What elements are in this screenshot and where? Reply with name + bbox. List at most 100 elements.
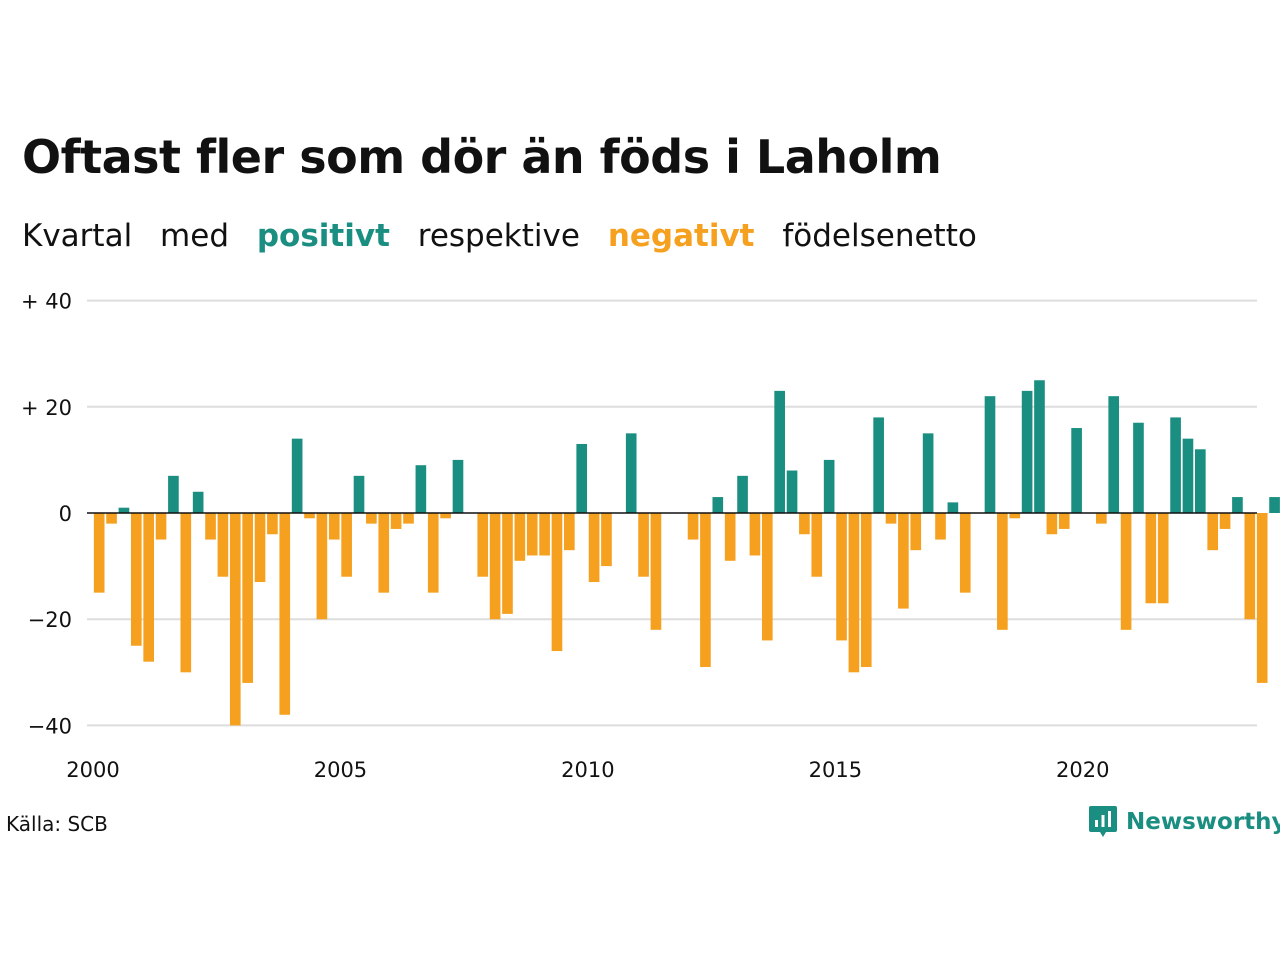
bar-2023-q1 xyxy=(1232,497,1243,513)
x-tick-label: 2015 xyxy=(809,758,862,782)
bar-2013-q3 xyxy=(761,513,773,641)
subtitle-positive-label: positivt xyxy=(256,218,390,254)
bar-2009-q3 xyxy=(564,513,575,551)
bar-2022-q4 xyxy=(1219,513,1231,529)
x-tick-label: 2005 xyxy=(314,758,367,782)
bar-2002-q3 xyxy=(217,513,229,577)
subtitle-word-respektive: respektive xyxy=(417,218,580,254)
y-tick-label: −40 xyxy=(28,714,72,738)
bar-2008-q3 xyxy=(514,513,526,561)
x-tick-label: 2020 xyxy=(1056,758,1109,782)
bar-chart: + 40 + 20 0 −20 −40 2000 2005 2010 2015 2020 xyxy=(21,290,1280,782)
bar-2008-q2 xyxy=(502,513,513,614)
bar-2005-q1 xyxy=(341,513,352,577)
bar-2022-q3 xyxy=(1207,513,1219,551)
bar-2015-q1 xyxy=(836,513,847,641)
bar-2000-q3 xyxy=(118,507,130,513)
bar-2020-q2 xyxy=(1096,513,1107,524)
bar-2002-q1 xyxy=(192,491,204,513)
bar-2001-q2 xyxy=(155,513,167,540)
bar-2013-q2 xyxy=(749,513,761,556)
bar-2017-q2 xyxy=(947,502,959,513)
bar-2006-q1 xyxy=(390,513,402,529)
bar-2006-q3 xyxy=(415,465,427,513)
bar-2004-q2 xyxy=(304,513,315,519)
chart-title: Oftast fler som dör än föds i Laholm xyxy=(22,130,942,184)
bar-2013-q4 xyxy=(774,390,785,513)
bar-2015-q3 xyxy=(860,513,872,667)
bar-2022-q2 xyxy=(1195,449,1206,513)
bar-2010-q2 xyxy=(601,513,612,567)
bar-2009-q1 xyxy=(539,513,550,556)
bar-2016-q4 xyxy=(922,433,934,513)
bar-2015-q4 xyxy=(873,417,884,513)
brand-logo: Newsworthy xyxy=(1088,804,1280,840)
bar-2016-q3 xyxy=(910,513,922,551)
x-tick-label: 2000 xyxy=(66,758,119,782)
bar-2012-q3 xyxy=(712,497,724,513)
bar-2013-q1 xyxy=(737,475,748,513)
bar-2008-q4 xyxy=(526,513,538,556)
axes: + 40 + 20 0 −20 −40 2000 2005 2010 2015 2020 xyxy=(21,290,1257,782)
brand-name: Newsworthy xyxy=(1126,809,1280,835)
bar-2018-q1 xyxy=(984,396,996,513)
bar-2003-q4 xyxy=(279,513,291,715)
bar-2001-q4 xyxy=(180,513,192,673)
bar-2019-q4 xyxy=(1071,428,1082,513)
y-tick-label: + 20 xyxy=(21,396,72,420)
newsworthy-logo-icon xyxy=(1089,806,1117,837)
y-tick-label: + 40 xyxy=(21,290,72,314)
subtitle-word-med: med xyxy=(160,218,229,254)
bar-2004-q4 xyxy=(328,513,340,540)
bar-2021-q2 xyxy=(1145,513,1157,604)
bar-2012-q1 xyxy=(687,513,699,540)
bar-2012-q4 xyxy=(724,513,736,561)
bar-2018-q2 xyxy=(997,513,1008,630)
bar-2015-q2 xyxy=(848,513,860,673)
bar-2021-q4 xyxy=(1170,417,1181,513)
bar-2004-q3 xyxy=(316,513,328,620)
y-tick-label: −20 xyxy=(28,608,72,632)
bar-2001-q3 xyxy=(168,475,179,513)
source-note: Källa: SCB xyxy=(6,812,108,836)
bar-2005-q3 xyxy=(366,513,377,524)
bar-2001-q1 xyxy=(143,513,154,662)
bar-2002-q2 xyxy=(205,513,216,540)
bar-2019-q2 xyxy=(1046,513,1058,535)
bar-2000-q4 xyxy=(130,513,142,646)
bar-2006-q2 xyxy=(403,513,414,524)
bar-2006-q4 xyxy=(427,513,439,593)
bar-2016-q2 xyxy=(898,513,909,609)
bar-2023-q4 xyxy=(1269,497,1280,513)
bar-2014-q2 xyxy=(799,513,810,535)
subtitle-negative-label: negativt xyxy=(607,218,755,254)
subtitle-word-kvartal: Kvartal xyxy=(22,218,133,254)
bar-2009-q2 xyxy=(551,513,563,652)
bar-2002-q4 xyxy=(229,513,241,726)
bar-2012-q2 xyxy=(700,513,711,667)
bar-2007-q2 xyxy=(452,459,464,513)
bar-2014-q4 xyxy=(823,459,835,513)
y-tick-label: 0 xyxy=(59,502,72,526)
subtitle-word-fodelsenetto: födelsenetto xyxy=(782,218,977,254)
bar-2011-q1 xyxy=(638,513,649,577)
bar-2010-q1 xyxy=(588,513,600,583)
bar-2008-q1 xyxy=(489,513,501,620)
bar-2004-q1 xyxy=(291,438,303,513)
bar-2007-q4 xyxy=(477,513,489,577)
bar-2003-q2 xyxy=(254,513,266,583)
chart-subtitle: Kvartal med positivt respektive negativt… xyxy=(22,218,995,254)
bar-2019-q1 xyxy=(1034,380,1045,513)
bar-2020-q4 xyxy=(1120,513,1132,630)
bar-2022-q1 xyxy=(1182,438,1194,513)
bar-2000-q1 xyxy=(93,513,105,593)
bar-2014-q3 xyxy=(811,513,823,577)
bar-2005-q2 xyxy=(353,475,365,513)
bars xyxy=(93,380,1280,726)
bar-2003-q1 xyxy=(242,513,253,683)
bar-2009-q4 xyxy=(576,443,588,513)
bar-2018-q3 xyxy=(1009,513,1021,519)
bar-2021-q1 xyxy=(1133,422,1144,513)
bar-2000-q2 xyxy=(106,513,117,524)
bar-2020-q3 xyxy=(1108,396,1120,513)
